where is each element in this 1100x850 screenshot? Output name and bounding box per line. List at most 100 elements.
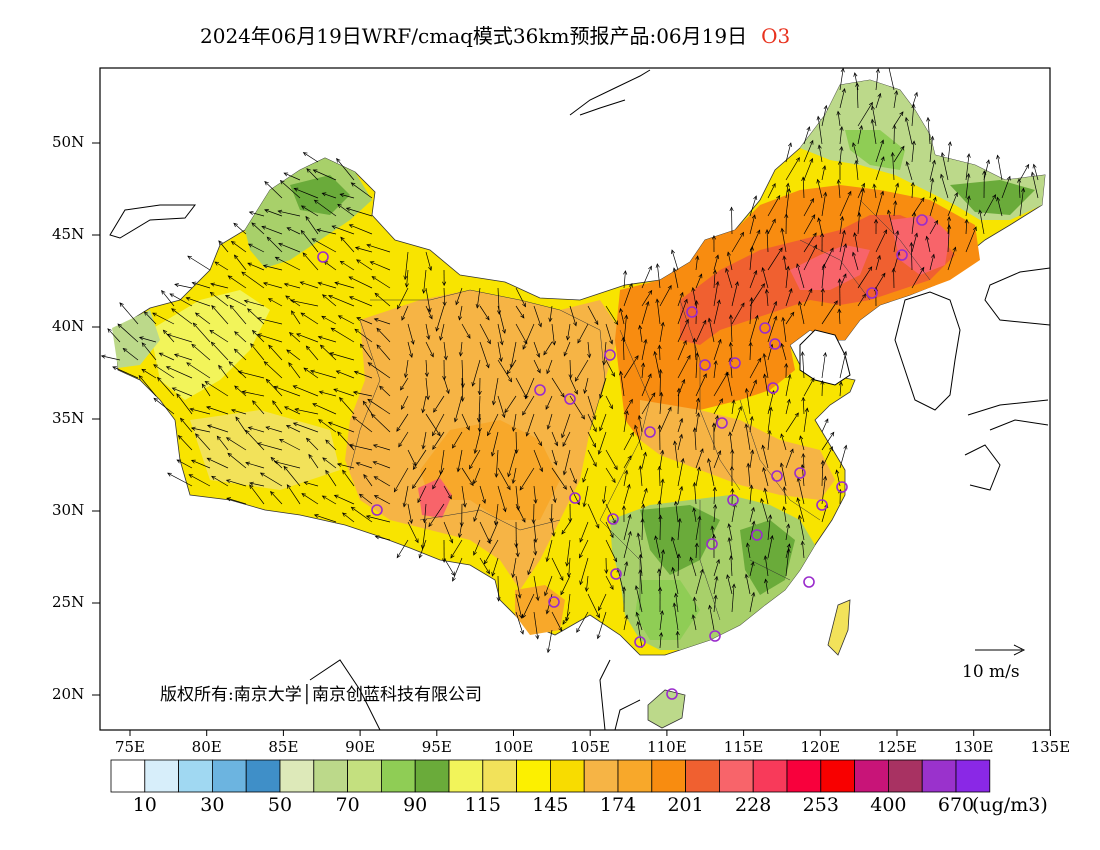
wind-arrow	[453, 395, 463, 423]
wind-arrow	[195, 433, 211, 451]
wind-arrow	[245, 429, 265, 451]
wind-arrow	[473, 467, 481, 485]
wind-arrow	[782, 486, 787, 505]
wind-arrow	[107, 328, 121, 343]
wind-arrow	[312, 169, 337, 181]
wind-arrow	[749, 245, 754, 271]
wind-arrow	[767, 218, 776, 235]
wind-arrow	[300, 205, 319, 217]
wind-arrow	[762, 466, 769, 487]
wind-arrow	[803, 214, 816, 235]
wind-arrow	[893, 230, 900, 253]
wind-arrow	[677, 339, 687, 361]
wind-arrow	[362, 400, 373, 415]
wind-arrow	[893, 111, 904, 127]
wind-arrow	[569, 305, 577, 327]
wind-arrow	[839, 126, 844, 145]
wind-arrow	[568, 503, 573, 523]
wind-arrow	[711, 422, 716, 451]
wind-arrow	[729, 465, 734, 487]
lon-label: 75E	[114, 738, 146, 756]
wind-arrow	[731, 399, 736, 415]
wind-arrow	[176, 459, 193, 469]
wind-arrow	[407, 323, 415, 345]
wind-arrow	[711, 533, 717, 559]
wind-arrow	[286, 484, 301, 505]
wind-arrow	[333, 388, 355, 397]
wind-arrow	[821, 104, 828, 127]
wind-arrow	[767, 315, 778, 343]
wind-arrow	[675, 630, 680, 649]
wind-arrow	[749, 415, 754, 433]
wind-arrow	[209, 291, 229, 307]
wind-arrow	[785, 311, 795, 325]
wind-arrow	[641, 451, 647, 469]
wind-arrow	[749, 379, 757, 397]
wind-arrow	[560, 575, 571, 596]
wind-arrow	[597, 431, 607, 455]
wind-arrow	[165, 366, 193, 379]
station-marker	[317, 251, 329, 263]
wind-arrow	[265, 426, 283, 433]
wind-arrow	[425, 341, 434, 358]
wind-arrow	[497, 341, 503, 363]
wind-arrow	[659, 632, 664, 649]
wind-arrow	[300, 312, 319, 325]
wind-arrow	[233, 222, 247, 235]
wind-arrow	[605, 359, 615, 378]
wind-arrow	[497, 395, 506, 419]
wind-arrow	[946, 216, 952, 235]
wind-arrow	[875, 92, 882, 109]
wind-arrow	[695, 466, 701, 487]
wind-arrow	[428, 503, 445, 528]
wind-arrow	[321, 294, 337, 307]
wind-arrow	[947, 141, 952, 163]
wind-arrow	[605, 521, 614, 539]
wind-arrow	[339, 193, 355, 199]
wind-arrow	[785, 265, 790, 289]
wind-arrow	[785, 398, 791, 415]
wind-arrow	[797, 300, 805, 325]
wind-arrow	[288, 362, 301, 379]
wind-arrow	[712, 269, 717, 289]
wind-arrow	[245, 461, 265, 469]
wind-arrow	[549, 503, 554, 523]
wind-arrow	[911, 211, 917, 235]
wind-arrow	[749, 591, 756, 613]
wind-arrow	[551, 323, 557, 346]
wind-arrow	[659, 406, 672, 433]
wind-arrow	[100, 354, 121, 361]
wind-arrow	[336, 158, 355, 181]
wind-arrow	[339, 260, 355, 271]
wind-arrow	[350, 506, 373, 523]
colorbar-label: 253	[802, 794, 839, 816]
wind-arrow	[671, 536, 679, 559]
station-marker	[866, 287, 878, 299]
wind-arrow	[677, 457, 685, 487]
wind-arrow	[638, 465, 643, 487]
colorbar-units: (ug/m3)	[972, 794, 1048, 816]
wind-arrow	[288, 332, 301, 343]
wind-arrow	[748, 341, 753, 361]
wind-arrow	[473, 539, 481, 556]
wind-arrow	[262, 281, 283, 289]
wind-arrow	[749, 506, 755, 523]
wind-arrow	[657, 500, 662, 523]
wind-arrow	[176, 393, 193, 415]
wind-arrow	[551, 467, 567, 490]
wind-arrow	[713, 280, 720, 307]
wind-arrow	[318, 390, 337, 397]
wind-arrow	[672, 267, 679, 289]
wind-arrow	[477, 377, 482, 396]
japan-outline	[964, 399, 1049, 491]
lat-label: 20N	[52, 685, 85, 703]
ne-green-dark	[845, 130, 905, 170]
wind-arrow	[458, 341, 463, 357]
wind-arrow	[249, 481, 265, 487]
wind-arrow	[689, 556, 697, 577]
wind-arrow	[599, 413, 607, 432]
lon-label: 95E	[421, 738, 452, 756]
ne-green-dark-2	[950, 180, 1035, 215]
wind-arrow	[494, 449, 499, 478]
wind-arrow	[359, 343, 373, 361]
